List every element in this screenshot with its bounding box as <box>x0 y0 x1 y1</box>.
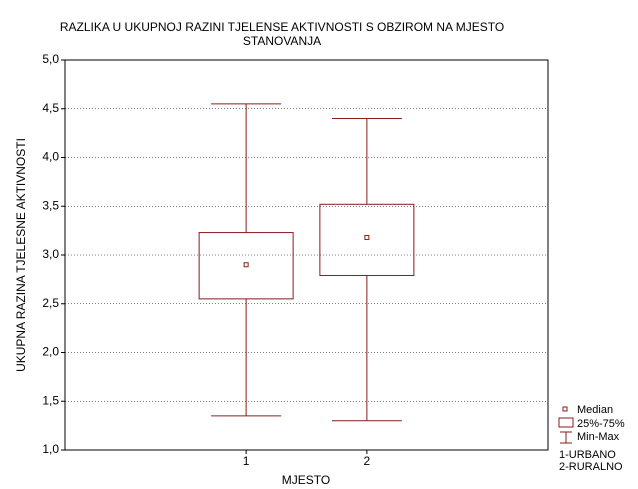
y-tick-label: 3,5 <box>42 198 59 212</box>
y-tick-label: 2,5 <box>42 296 59 310</box>
y-tick-label: 1,0 <box>42 442 59 456</box>
y-tick-label: 5,0 <box>42 52 59 66</box>
median <box>243 262 249 268</box>
y-axis-label: UKUPNA RAZINA TJELESNE AKTIVNOSTI <box>14 138 28 372</box>
legend-median-key <box>562 406 568 412</box>
box <box>198 232 294 300</box>
legend-note: 2-RURALNO <box>559 461 623 473</box>
y-tick-label: 2,0 <box>42 345 59 359</box>
y-tick-label: 4,5 <box>42 101 59 115</box>
y-tick-label: 1,5 <box>42 393 59 407</box>
legend-label: 25%-75% <box>577 418 625 430</box>
legend-box-key <box>558 417 574 428</box>
y-tick-label: 3,0 <box>42 247 59 261</box>
legend-label: Median <box>577 404 613 416</box>
legend-note: 1-URBANO <box>559 449 616 461</box>
chart-title: RAZLIKA U UKUPNOJ RAZINI TJELENSE AKTIVN… <box>60 20 504 34</box>
y-tick-label: 4,0 <box>42 150 59 164</box>
median <box>364 234 370 240</box>
x-tick-label: 2 <box>364 454 371 468</box>
legend-label: Min-Max <box>577 431 620 443</box>
chart-title: STANOVANJA <box>243 34 321 48</box>
box <box>319 203 415 276</box>
x-tick-label: 1 <box>243 454 250 468</box>
x-axis-label: MJESTO <box>282 473 330 487</box>
